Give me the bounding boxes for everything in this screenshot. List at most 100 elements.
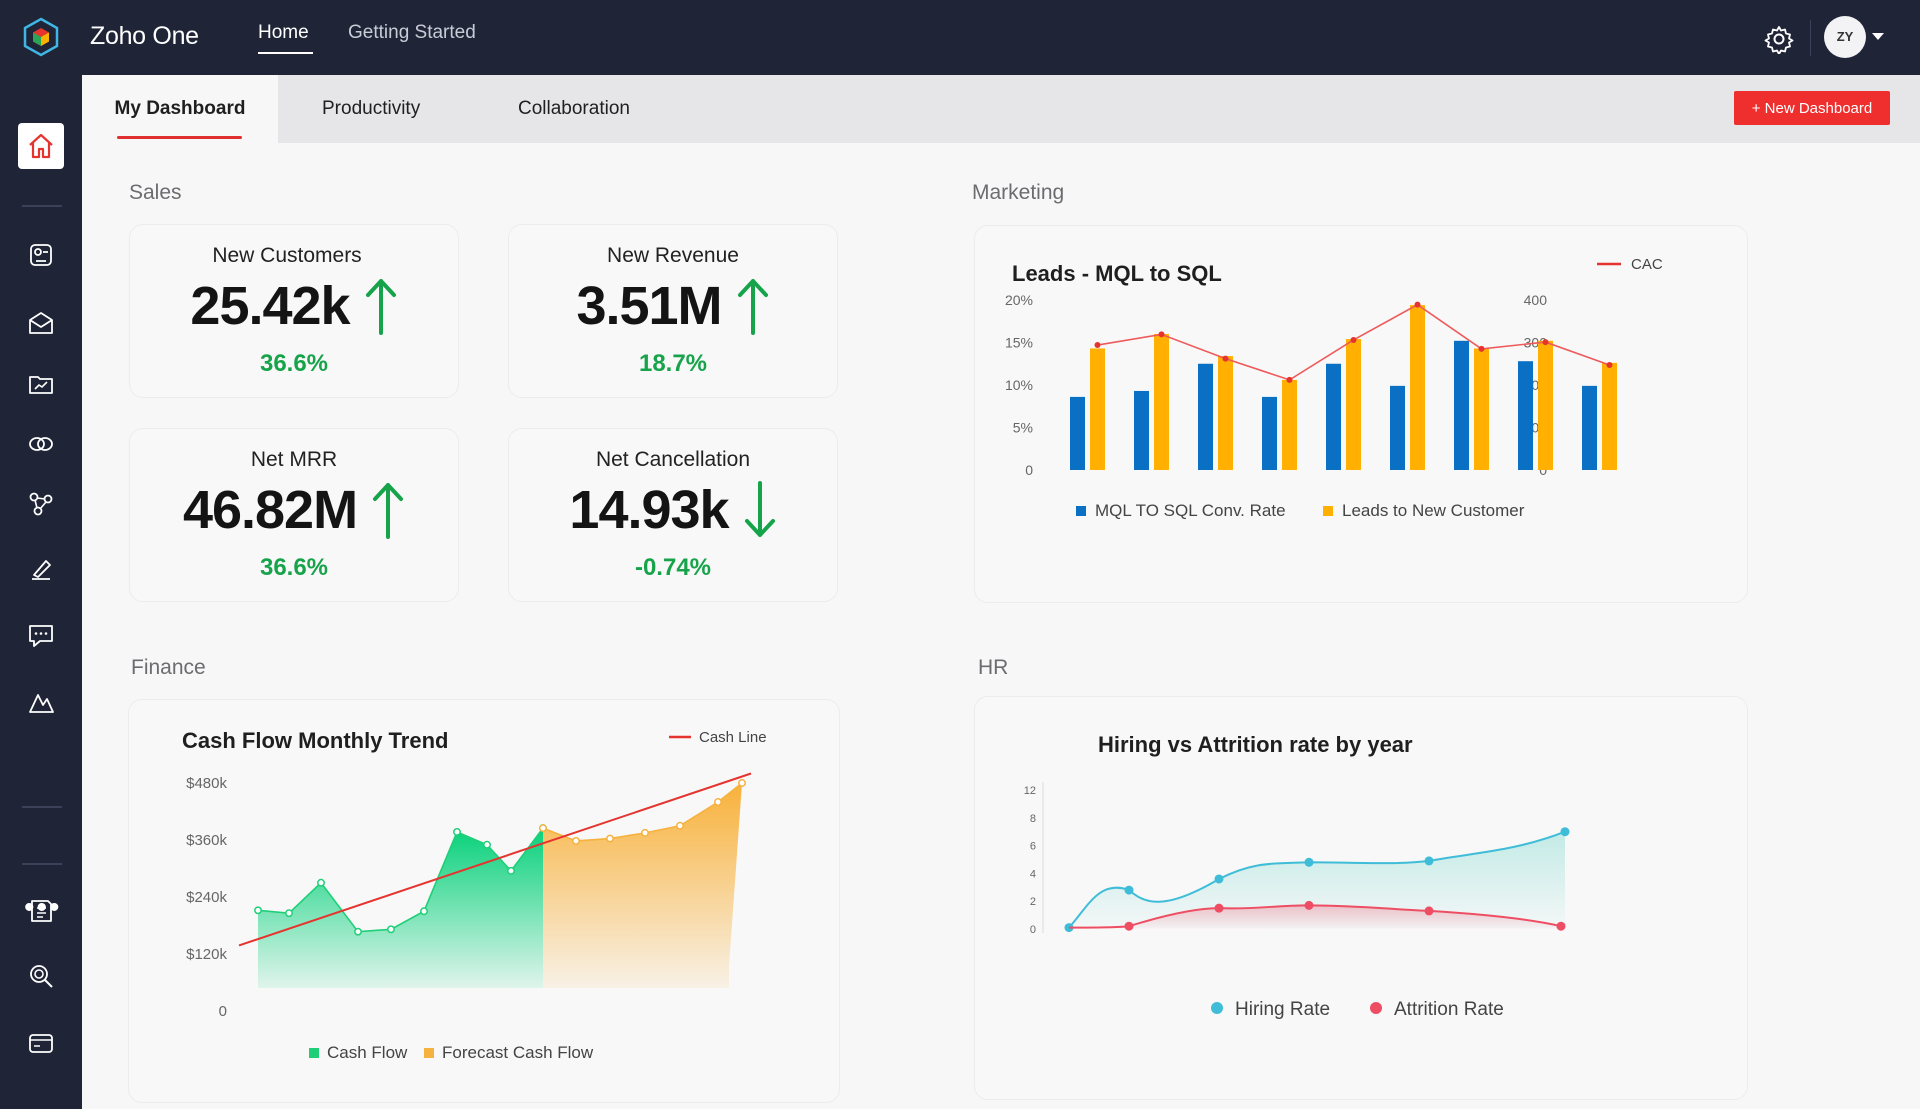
attrition-point	[1424, 906, 1434, 916]
y-tick: 2	[1030, 896, 1036, 908]
sidebar-divider	[22, 205, 62, 207]
attrition-point	[1124, 921, 1134, 931]
y-tick: 0	[219, 1003, 227, 1020]
y-tick: 12	[1024, 785, 1036, 797]
y-tick: $360k	[186, 832, 227, 849]
bar-mql-to-sql	[1198, 363, 1213, 470]
bar-leads-to-customer	[1282, 379, 1297, 470]
kpi-label: New Revenue	[607, 244, 739, 267]
bar-leads-to-customer	[1474, 348, 1489, 470]
legend-label-cash-flow: Cash Flow	[327, 1043, 408, 1062]
forecast-point	[714, 798, 722, 806]
y-tick: 6	[1030, 841, 1036, 853]
sidebar-inventory-icon[interactable]	[22, 1024, 60, 1062]
forecast-point	[572, 837, 580, 845]
cash-flow-point	[387, 925, 395, 934]
hiring-attrition-chart: 12 8 6 4 2 0 Hiring Rate Attrition Rate	[1024, 782, 1570, 1020]
legend-swatch-cash-flow	[309, 1048, 319, 1058]
forecast-point	[738, 779, 746, 787]
sidebar-search-icon[interactable]	[22, 957, 60, 995]
finance-chart-card[interactable]: Cash Flow Monthly Trend $480k $360k $240k $…	[128, 699, 840, 1103]
hr-chart-card[interactable]: Hiring vs Attrition rate by year 12 8 6 4 2 0…	[974, 696, 1748, 1100]
y-tick: 0	[1030, 924, 1036, 936]
sidebar-crm-icon[interactable]	[22, 236, 60, 274]
section-title-finance: Finance	[131, 656, 206, 679]
cac-point	[1478, 345, 1485, 352]
arrow-down-icon	[744, 481, 775, 537]
cash-flow-point	[317, 878, 325, 887]
marketing-chart-card[interactable]: Leads - MQL to SQL 20% 15% 10% 5% 0 400 300 200…	[974, 225, 1748, 603]
tab-productivity[interactable]: Productivity	[322, 98, 421, 119]
top-bar: Zoho One Home Getting Started ZY	[0, 0, 1920, 75]
bar-leads-to-customer	[1090, 348, 1105, 470]
cash-flow-point	[420, 907, 428, 916]
y-tick-right: 400	[1524, 292, 1548, 308]
kpi-change: 36.6%	[259, 554, 329, 581]
cash-flow-point	[254, 906, 262, 915]
nav-getting-started[interactable]: Getting Started	[348, 22, 476, 43]
attrition-point	[1214, 903, 1224, 913]
cash-flow-point	[483, 840, 491, 849]
bar-leads-to-customer	[1154, 334, 1169, 470]
leads-mql-to-sql-chart: 20%15%10%5%04003002001000CACMQL TO SQL C…	[1005, 256, 1663, 520]
legend-label-cash-line: Cash Line	[699, 729, 767, 746]
bar-mql-to-sql	[1262, 396, 1277, 470]
settings-gear-icon[interactable]	[1764, 24, 1794, 54]
arrow-up-icon	[737, 279, 768, 335]
header-divider	[1810, 20, 1811, 56]
bar-leads-to-customer	[1410, 305, 1425, 470]
bar-leads-to-customer	[1602, 362, 1617, 470]
arrow-up-icon	[365, 279, 396, 335]
legend-dot-attrition	[1370, 1002, 1382, 1014]
cac-point	[1158, 331, 1165, 338]
nav-home[interactable]: Home	[258, 22, 313, 54]
legend-label-leads: Leads to New Customer	[1342, 501, 1525, 520]
y-tick: $120k	[186, 946, 227, 963]
dashboard-tab-bar: My Dashboard Productivity Collaboration …	[82, 75, 1920, 143]
tab-my-dashboard[interactable]: My Dashboard	[82, 75, 278, 143]
kpi-card-new-revenue[interactable]: New Revenue 3.51M 18.7%	[508, 224, 838, 398]
legend-dot-hiring	[1211, 1002, 1223, 1014]
legend-swatch-mql	[1076, 506, 1086, 516]
kpi-card-net-cancellation[interactable]: Net Cancellation 14.93k -0.74%	[508, 428, 838, 602]
chevron-down-icon[interactable]	[1872, 33, 1884, 40]
tab-collaboration[interactable]: Collaboration	[518, 98, 630, 119]
sidebar-analytics-icon[interactable]	[22, 683, 60, 721]
user-avatar[interactable]: ZY	[1824, 16, 1866, 58]
forecast-area	[543, 783, 742, 988]
kpi-card-net-mrr[interactable]: Net MRR 46.82M 36.6%	[129, 428, 459, 602]
y-tick: $480k	[186, 775, 227, 792]
legend-label-hiring: Hiring Rate	[1235, 999, 1330, 1020]
bar-mql-to-sql	[1134, 390, 1149, 470]
active-tab-indicator	[117, 136, 242, 139]
attrition-point	[1556, 921, 1566, 931]
cash-flow-area	[258, 828, 543, 988]
bar-leads-to-customer	[1538, 340, 1553, 470]
kpi-change: -0.74%	[634, 554, 712, 581]
cac-point	[1094, 342, 1101, 349]
sidebar-divider	[22, 863, 62, 865]
new-dashboard-button[interactable]: + New Dashboard	[1734, 91, 1890, 125]
sidebar-home-icon[interactable]	[18, 123, 64, 169]
kpi-label: Net Cancellation	[595, 448, 751, 471]
kpi-card-new-customers[interactable]: New Customers 25.42k 36.6%	[129, 224, 459, 398]
sidebar-link-icon[interactable]	[22, 425, 60, 463]
cac-point	[1414, 301, 1421, 308]
sidebar-books-icon[interactable]	[22, 892, 60, 930]
forecast-point	[676, 821, 684, 830]
kpi-change: 36.6%	[259, 350, 329, 377]
bar-mql-to-sql	[1454, 340, 1469, 470]
y-tick: 8	[1030, 813, 1036, 825]
kpi-value: 25.42k	[190, 276, 350, 336]
sidebar-sign-icon[interactable]	[22, 551, 60, 589]
bar-mql-to-sql	[1518, 361, 1533, 470]
sidebar-chat-icon[interactable]	[22, 616, 60, 654]
tab-label: My Dashboard	[114, 98, 246, 119]
sidebar-folder-chart-icon[interactable]	[22, 365, 60, 403]
legend-label-attrition: Attrition Rate	[1394, 999, 1504, 1020]
zoho-one-logo-icon[interactable]	[20, 16, 62, 58]
sidebar-workflow-icon[interactable]	[22, 485, 60, 523]
hiring-point	[1124, 885, 1134, 895]
sidebar-mail-icon[interactable]	[22, 304, 60, 342]
hiring-point	[1214, 874, 1224, 884]
